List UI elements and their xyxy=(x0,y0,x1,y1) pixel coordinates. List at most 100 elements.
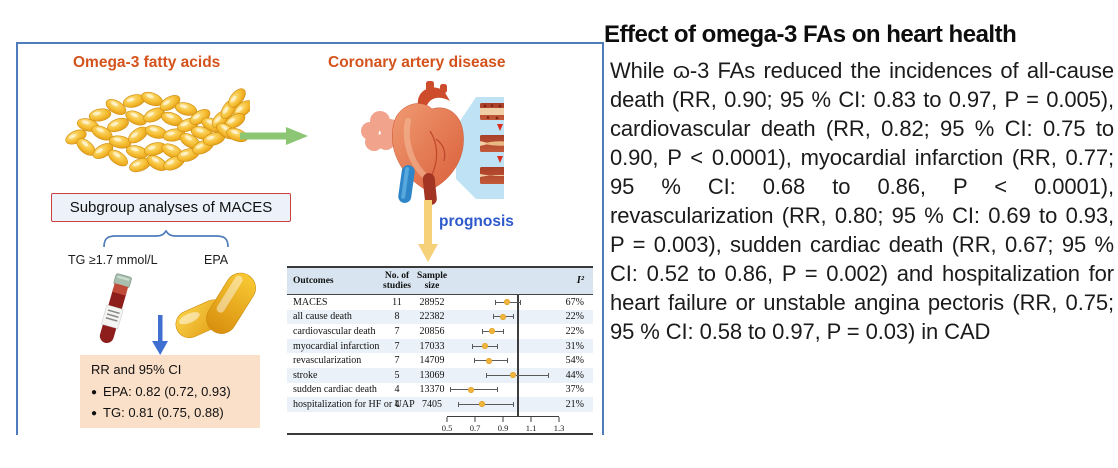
cad-label: Coronary artery disease xyxy=(328,54,506,71)
studies-cell: 7 xyxy=(394,340,400,352)
axis-baseline xyxy=(447,415,559,418)
i2-cell: 54% xyxy=(565,355,584,367)
studies-cell: 4 xyxy=(394,398,400,410)
outcome-cell: MACES xyxy=(293,296,328,308)
rr-result-box: RR and 95% CI EPA: 0.82 (0.72, 0.93) TG:… xyxy=(80,355,260,428)
axis-tick xyxy=(502,416,504,422)
studies-cell: 11 xyxy=(392,296,402,308)
i2-cell: 37% xyxy=(565,384,584,396)
forest-row: myocardial infarction 7 17033 31% xyxy=(287,338,593,354)
yellow-down-arrow-icon xyxy=(418,200,438,262)
heart-body xyxy=(361,81,464,205)
rr-point xyxy=(467,386,474,393)
forest-row: sudden cardiac death 4 13370 37% xyxy=(287,382,593,398)
outcome-cell: all cause death xyxy=(293,311,352,323)
axis-tick-label: 1.1 xyxy=(525,422,537,433)
sample-cell: 28952 xyxy=(419,296,445,308)
sample-cell: 7405 xyxy=(422,398,442,410)
i2-cell: 44% xyxy=(565,369,584,381)
studies-cell: 7 xyxy=(394,325,400,337)
header-outcomes: Outcomes xyxy=(293,275,334,286)
ci-plot-cell xyxy=(447,324,559,339)
ci-plot-cell xyxy=(447,295,559,310)
summary-panel: Effect of omega-3 FAs on heart health Wh… xyxy=(604,21,1114,346)
sample-cell: 14709 xyxy=(419,355,445,367)
sample-cell: 22382 xyxy=(419,311,445,323)
forest-header: Outcomes No. of studies Sample size I² xyxy=(287,268,593,295)
forest-row: all cause death 8 22382 22% xyxy=(287,309,593,325)
sample-cell: 13069 xyxy=(419,369,445,381)
outcome-cell: myocardial infarction xyxy=(293,340,380,352)
forest-row: cardiovascular death 7 20856 22% xyxy=(287,324,593,339)
forest-plot-table: Outcomes No. of studies Sample size I² M… xyxy=(287,266,593,435)
ci-plot-cell xyxy=(447,397,559,412)
rr-point xyxy=(509,372,516,379)
i2-cell: 67% xyxy=(565,296,584,308)
heart-illustration xyxy=(361,81,504,205)
forest-axis-ticks: 0.5 0.7 0.9 1.1 1.3 xyxy=(442,415,564,437)
axis-tick-label: 0.9 xyxy=(497,422,509,433)
header-studies: No. of studies xyxy=(383,270,411,292)
studies-cell: 5 xyxy=(394,369,400,381)
epa-capsules-icon xyxy=(175,272,256,339)
sample-cell: 17033 xyxy=(419,340,445,352)
axis-tick-label: 0.5 xyxy=(441,422,453,433)
rr-point xyxy=(500,313,506,320)
sample-cell: 20856 xyxy=(419,325,445,337)
outcome-cell: hospitalization for HF or UAP xyxy=(293,398,415,410)
studies-cell: 7 xyxy=(394,355,400,367)
rr-result-tg: TG: 0.81 (0.75, 0.88) xyxy=(89,405,251,420)
prognosis-label: prognosis xyxy=(439,213,514,230)
ci-plot-cell xyxy=(447,383,559,398)
forest-row: stroke 5 13069 44% xyxy=(287,367,593,383)
i2-cell: 22% xyxy=(565,325,584,337)
outcome-cell: sudden cardiac death xyxy=(293,384,377,396)
studies-cell: 8 xyxy=(394,311,400,323)
blue-down-arrow-icon xyxy=(152,315,168,355)
i2-cell: 22% xyxy=(565,311,584,323)
ci-plot-cell xyxy=(447,368,559,383)
axis-tick-label: 0.7 xyxy=(469,422,481,433)
summary-body: While ɷ-3 FAs reduced the incidences of … xyxy=(610,58,1114,344)
rr-point xyxy=(481,343,488,350)
axis-tick xyxy=(446,416,448,422)
sample-cell: 13370 xyxy=(419,384,445,396)
ci-plot-cell xyxy=(447,339,559,354)
forest-row: hospitalization for HF or UAP 4 7405 21% xyxy=(287,397,593,412)
green-right-arrow-icon xyxy=(240,127,308,145)
summary-title: Effect of omega-3 FAs on heart health xyxy=(604,21,1017,48)
rr-point xyxy=(488,328,495,335)
outcome-cell: stroke xyxy=(293,369,318,381)
figure-box: Omega-3 fatty acids xyxy=(16,42,604,435)
blood-tube-icon xyxy=(99,273,132,343)
forest-row: revascularization 7 14709 54% xyxy=(287,353,593,368)
i2-cell: 31% xyxy=(565,340,584,352)
header-i2: I² xyxy=(576,274,584,286)
epa-label: EPA xyxy=(204,253,229,267)
rr-point xyxy=(479,401,485,408)
axis-tick xyxy=(474,416,476,422)
subgroup-analyses-box: Subgroup analyses of MACES xyxy=(51,193,291,222)
rr-result-epa: EPA: 0.82 (0.72, 0.93) xyxy=(89,384,251,399)
forest-axis: 0.5 0.7 0.9 1.1 1.3 xyxy=(287,412,593,433)
axis-tick-label: 1.3 xyxy=(553,422,565,433)
i2-cell: 21% xyxy=(565,398,584,410)
header-sample: Sample size xyxy=(417,270,448,292)
forest-rows: MACES 11 28952 67% all cause death 8 22382 22% c… xyxy=(287,295,593,417)
forest-row: MACES 11 28952 67% xyxy=(287,295,593,310)
curly-brace xyxy=(103,230,229,248)
studies-cell: 4 xyxy=(394,384,400,396)
omega3-label: Omega-3 fatty acids xyxy=(73,54,221,71)
ci-plot-cell xyxy=(447,310,559,325)
rr-point xyxy=(504,299,511,306)
axis-tick xyxy=(558,416,560,422)
rr-result-title: RR and 95% CI xyxy=(91,362,182,377)
artery-progression-callout xyxy=(456,97,504,199)
outcome-cell: cardiovascular death xyxy=(293,325,376,337)
fish-oil-capsules-illustration xyxy=(62,85,250,175)
ci-plot-cell xyxy=(447,353,559,368)
axis-tick xyxy=(530,416,532,422)
outcome-cell: revascularization xyxy=(293,355,362,367)
tg-label: TG ≥1.7 mmol/L xyxy=(68,253,158,267)
